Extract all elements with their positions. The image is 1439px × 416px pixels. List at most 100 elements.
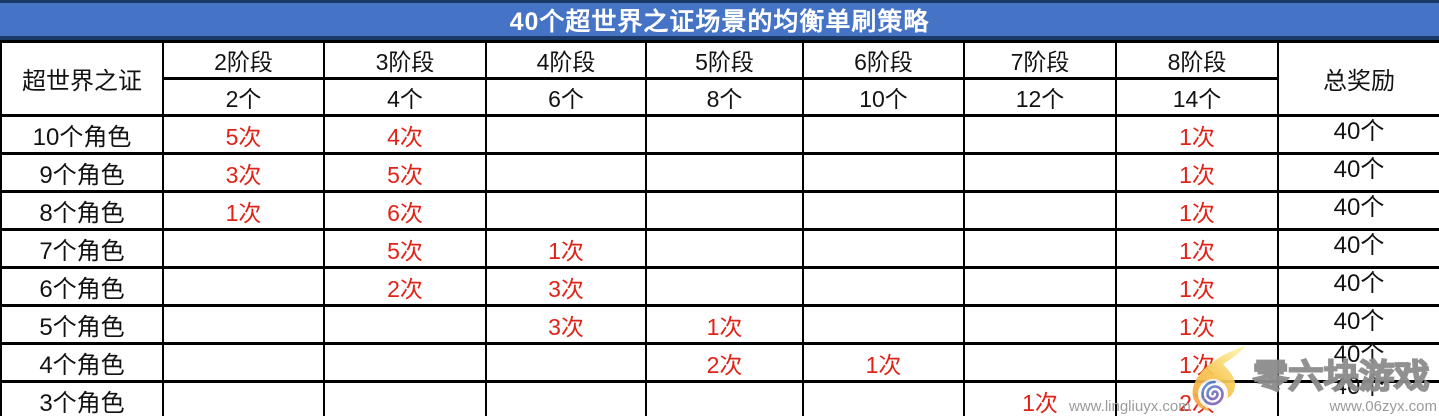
row-label: 9个角色 — [0, 152, 164, 193]
table-row: 7个角色 5次 1次 1次 40个 — [0, 228, 1439, 269]
cell — [162, 266, 325, 307]
cell-total: 40个 — [1277, 341, 1439, 383]
cell — [802, 190, 965, 231]
cell — [323, 304, 487, 345]
col-header-count-2: 2个 — [162, 77, 325, 117]
cell — [162, 304, 325, 345]
cell — [963, 152, 1117, 193]
cell: 1次 — [963, 380, 1117, 416]
cell — [802, 152, 965, 193]
cell: 3次 — [485, 304, 647, 345]
cell — [485, 114, 647, 155]
row-label: 8个角色 — [0, 190, 164, 231]
cell — [802, 228, 965, 269]
row-label: 3个角色 — [0, 380, 164, 416]
table-row: 10个角色 5次 4次 1次 40个 — [0, 114, 1439, 155]
col-header-count-4: 6个 — [485, 77, 647, 117]
cell — [645, 228, 804, 269]
cell: 1次 — [1115, 190, 1279, 231]
cell-total: 40个 — [1277, 266, 1439, 307]
table-row: 9个角色 3次 5次 1次 40个 — [0, 152, 1439, 193]
cell-total: 40个 — [1277, 152, 1439, 193]
cell — [645, 380, 804, 416]
cell: 3次 — [485, 266, 647, 307]
col-header-count-3: 4个 — [323, 77, 487, 117]
table-row: 6个角色 2次 3次 1次 40个 — [0, 266, 1439, 307]
cell — [963, 190, 1117, 231]
cell — [802, 114, 965, 155]
cell: 2次 — [323, 266, 487, 307]
col-header-count-5: 8个 — [645, 77, 804, 117]
cell: 1次 — [1115, 266, 1279, 307]
cell: 5次 — [323, 152, 487, 193]
corner-header: 超世界之证 — [0, 40, 164, 117]
col-header-phase-3: 3阶段 — [323, 40, 487, 80]
cell — [485, 152, 647, 193]
cell — [802, 380, 965, 416]
page-title: 40个超世界之证场景的均衡单刷策略 — [509, 7, 930, 36]
table-row: 5个角色 3次 1次 1次 40个 — [0, 304, 1439, 345]
cell: 2次 — [1115, 380, 1279, 416]
cell-total: 40个 — [1277, 114, 1439, 155]
cell: 1次 — [1115, 228, 1279, 269]
cell: 3次 — [162, 152, 325, 193]
cell: 2次 — [645, 342, 804, 383]
cell-total: 40个 — [1277, 304, 1439, 345]
cell: 1次 — [1115, 152, 1279, 193]
row-label: 4个角色 — [0, 342, 164, 383]
cell — [645, 152, 804, 193]
cell — [485, 342, 647, 383]
cell: 5次 — [323, 228, 487, 269]
cell — [963, 114, 1117, 155]
row-label: 6个角色 — [0, 266, 164, 307]
cell — [162, 228, 325, 269]
header-row-counts: 2个 4个 6个 8个 10个 12个 14个 — [1, 77, 1439, 117]
col-header-count-7: 12个 — [963, 77, 1117, 117]
row-label: 7个角色 — [0, 228, 164, 269]
cell: 1次 — [802, 342, 965, 383]
cell: 1次 — [645, 304, 804, 345]
cell — [645, 114, 804, 155]
table-row: 4个角色 2次 1次 1次 40个 — [0, 341, 1439, 383]
cell — [963, 266, 1117, 307]
row-label: 5个角色 — [0, 304, 164, 345]
cell: 1次 — [1115, 114, 1279, 155]
row-label: 10个角色 — [0, 114, 164, 155]
strategy-table: 超世界之证 2阶段 3阶段 4阶段 5阶段 6阶段 7阶段 8阶段 总奖励 2个… — [0, 40, 1439, 416]
col-header-count-8: 14个 — [1115, 77, 1279, 117]
total-header: 总奖励 — [1277, 40, 1439, 117]
cell — [802, 266, 965, 307]
cell — [162, 380, 325, 416]
cell — [963, 228, 1117, 269]
cell — [963, 304, 1117, 345]
cell — [323, 380, 487, 416]
cell — [963, 342, 1117, 383]
cell — [645, 190, 804, 231]
table-title-bar: 40个超世界之证场景的均衡单刷策略 — [0, 0, 1439, 40]
cell: 5次 — [162, 114, 325, 155]
table-row: 3个角色 1次 2次 40个 — [0, 373, 1439, 416]
cell — [485, 190, 647, 231]
col-header-phase-5: 5阶段 — [645, 40, 804, 80]
cell — [162, 342, 325, 383]
col-header-count-6: 10个 — [802, 77, 965, 117]
col-header-phase-8: 8阶段 — [1115, 40, 1279, 80]
cell: 1次 — [1115, 304, 1279, 345]
table-row: 8个角色 1次 6次 1次 40个 — [0, 190, 1439, 231]
cell: 6次 — [323, 190, 487, 231]
cell: 1次 — [1115, 342, 1279, 383]
cell: 1次 — [485, 228, 647, 269]
cell: 4次 — [323, 114, 487, 155]
cell — [485, 380, 647, 416]
cell-total: 40个 — [1277, 190, 1439, 231]
cell — [802, 304, 965, 345]
cell — [323, 342, 487, 383]
col-header-phase-2: 2阶段 — [162, 40, 325, 80]
cell — [645, 266, 804, 307]
cell-total: 40个 — [1277, 373, 1439, 416]
cell: 1次 — [162, 190, 325, 231]
cell-total: 40个 — [1277, 228, 1439, 269]
header-row-phases: 超世界之证 2阶段 3阶段 4阶段 5阶段 6阶段 7阶段 8阶段 总奖励 — [0, 40, 1439, 117]
col-header-phase-7: 7阶段 — [963, 40, 1117, 80]
